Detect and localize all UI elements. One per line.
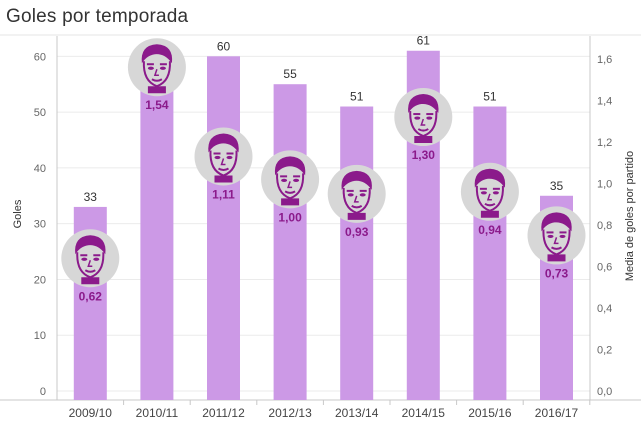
- category-label: 2014/15: [402, 406, 446, 420]
- bar: [140, 89, 174, 400]
- y2-tick-label: 0,0: [597, 386, 612, 398]
- category-label: 2011/12: [202, 406, 245, 420]
- category-label: 2015/16: [468, 406, 512, 420]
- avg-value-label: 1,11: [212, 188, 235, 202]
- avg-value-label: 0,73: [545, 266, 569, 280]
- face-avatar-icon: [127, 38, 186, 97]
- bar-value-label: 33: [84, 190, 98, 204]
- y2-tick-label: 0,8: [597, 220, 612, 232]
- bar-value-label: 61: [417, 34, 431, 48]
- y2-tick-label: 0,4: [597, 303, 612, 315]
- face-avatar-icon: [327, 164, 386, 223]
- y2-tick-label: 1,6: [597, 54, 612, 66]
- y2-tick-label: 1,2: [597, 137, 612, 149]
- y2-axis-title: Media de goles por partido: [624, 151, 636, 281]
- avg-value-label: 1,00: [278, 210, 302, 224]
- bar: [207, 56, 240, 400]
- bar-value-label: 35: [550, 179, 564, 193]
- y2-tick-label: 0,2: [597, 344, 612, 356]
- bar-value-label: 60: [217, 39, 231, 53]
- avg-value-label: 1,54: [145, 98, 169, 112]
- y-tick-label: 0: [40, 386, 46, 398]
- y-tick-label: 20: [34, 274, 46, 286]
- category-label: 2016/17: [535, 406, 579, 420]
- face-avatar-icon: [61, 229, 120, 288]
- y-tick-label: 10: [34, 330, 46, 342]
- y2-tick-label: 1,0: [597, 178, 612, 190]
- bar-value-label: 55: [283, 67, 297, 81]
- bar-value-label: 51: [483, 90, 497, 104]
- category-label: 2013/14: [335, 406, 379, 420]
- face-avatar-icon: [261, 150, 320, 209]
- bar: [340, 106, 374, 400]
- face-avatar-icon: [527, 206, 586, 265]
- avg-value-label: 0,62: [79, 289, 103, 303]
- y-tick-label: 60: [34, 51, 46, 63]
- y-tick-label: 30: [34, 219, 46, 231]
- avg-value-label: 0,93: [345, 225, 369, 239]
- avg-value-label: 1,30: [412, 148, 436, 162]
- category-label: 2009/10: [69, 406, 113, 420]
- avg-value-label: 0,94: [478, 223, 502, 237]
- face-avatar-icon: [194, 127, 253, 186]
- bar: [273, 84, 307, 400]
- y2-tick-label: 1,4: [597, 95, 612, 107]
- bar: [473, 106, 507, 400]
- y2-tick-label: 0,6: [597, 261, 612, 273]
- bar-value-label: 51: [350, 90, 364, 104]
- y-axis-title: Goles: [12, 199, 24, 228]
- category-label: 2012/13: [268, 406, 312, 420]
- y-tick-label: 50: [34, 107, 46, 119]
- chart-title: Goles por temporada: [6, 6, 189, 27]
- y-tick-label: 40: [34, 163, 46, 175]
- face-avatar-icon: [394, 88, 453, 147]
- face-avatar-icon: [460, 162, 519, 221]
- category-label: 2010/11: [136, 406, 179, 420]
